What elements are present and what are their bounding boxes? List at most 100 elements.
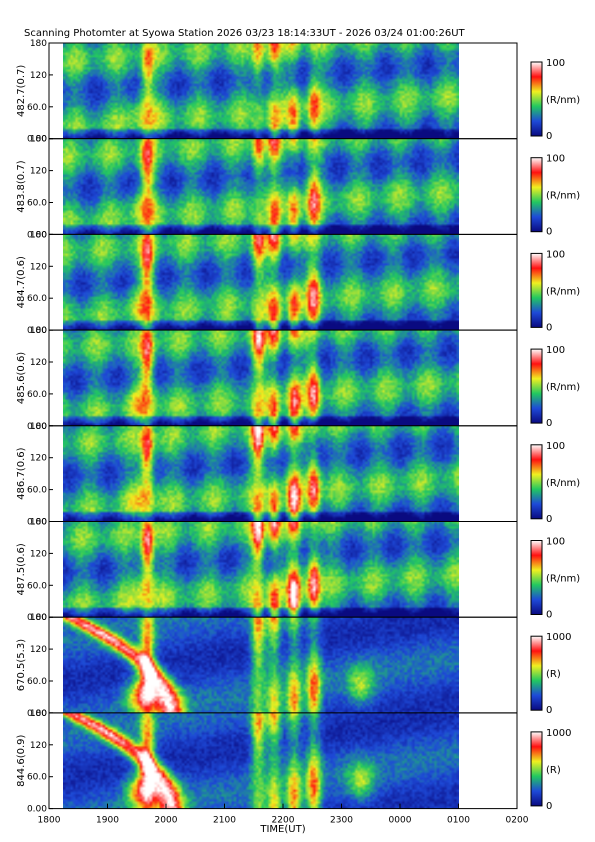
colorbar-max: 1000: [546, 728, 571, 739]
panel-ylabel: 484.7(0.6): [16, 256, 27, 308]
panel-6: 0.00 60.0 120 180 487.5(0.6) 100 (R/nm) 0: [16, 518, 580, 624]
y-tick-label: 180: [30, 422, 47, 432]
panel-ylabel: 485.6(0.6): [16, 352, 27, 404]
y-tick-label: 0.00: [27, 422, 47, 432]
colorbar-max: 100: [546, 441, 565, 452]
x-tick-label: 0000: [389, 816, 412, 826]
panel-5: 0.00 60.0 120 180 486.7(0.6) 100 (R/nm) 0: [16, 422, 580, 528]
x-tick-label: 2000: [155, 816, 178, 826]
panel-ylabel: 486.7(0.6): [16, 447, 27, 499]
colorbar-min: 0: [546, 610, 552, 621]
y-tick-label: 180: [30, 326, 47, 336]
y-tick-label: 0.00: [27, 326, 47, 336]
colorbar-unit: (R/nm): [546, 382, 580, 393]
colorbar-max: 100: [546, 345, 565, 356]
colorbar-unit: (R/nm): [546, 191, 580, 202]
colorbar-unit: (R): [546, 669, 561, 680]
y-tick-label: 60.0: [27, 294, 47, 304]
colorbar-min: 0: [546, 801, 552, 812]
time-axis: 1800 1900 2000 2100 2200 2300 0000 0100 0200: [38, 803, 529, 826]
panel-2: 0.00 60.0 120 180 483.8(0.7) 100 (R/nm) 0: [16, 135, 580, 241]
y-tick-label: 120: [30, 645, 47, 655]
colorbar: [530, 252, 543, 328]
y-tick-label: 60.0: [27, 773, 47, 783]
y-tick-label: 60.0: [27, 103, 47, 113]
colorbar-min: 0: [546, 705, 552, 716]
x-tick-label: 2300: [330, 816, 353, 826]
panel-7: 0.00 60.0 120 180 670.5(5.3) 1000 (R) 0: [16, 613, 571, 719]
panel-ylabel: 482.7(0.7): [16, 65, 27, 117]
y-tick-label: 0.00: [27, 230, 47, 240]
colorbar-max: 100: [546, 537, 565, 548]
y-tick-label: 60.0: [27, 581, 47, 591]
colorbar-unit: (R/nm): [546, 95, 580, 106]
colorbar-max: 100: [546, 154, 565, 165]
y-tick-label: 120: [30, 262, 47, 272]
y-tick-label: 120: [30, 549, 47, 559]
panel-1: 0.00 60.0 120 180 482.7(0.7) 100 (R/nm) 0: [16, 39, 580, 145]
colorbar-max: 1000: [546, 632, 571, 643]
panel-ylabel: 844.6(0.9): [16, 734, 27, 786]
colorbar: [530, 540, 543, 615]
x-axis-label: TIME(UT): [259, 824, 305, 835]
y-tick-label: 180: [30, 613, 47, 623]
colorbar: [530, 635, 543, 711]
y-tick-label: 60.0: [27, 390, 47, 400]
panel-heatmap: [63, 712, 459, 809]
y-tick-label: 180: [30, 518, 47, 528]
y-tick-label: 60.0: [27, 199, 47, 209]
colorbar: [530, 348, 543, 424]
x-tick-label: 2200: [272, 816, 295, 826]
panel-heatmap: [63, 234, 459, 331]
x-tick-label: 1800: [38, 816, 61, 826]
colorbar-unit: (R/nm): [546, 286, 580, 297]
figure-title: Scanning Photomter at Syowa Station 2026…: [24, 28, 466, 39]
colorbar-unit: (R/nm): [546, 574, 580, 585]
panel-frame: [48, 712, 518, 810]
y-tick-label: 180: [30, 39, 47, 49]
panel-ylabel: 670.5(5.3): [16, 639, 27, 691]
colorbar: [530, 444, 543, 520]
panel-3: 0.00 60.0 120 180 484.7(0.6) 100 (R/nm) 0: [16, 230, 580, 336]
colorbar-min: 0: [546, 131, 552, 142]
x-tick-label: 2100: [213, 816, 236, 826]
panel-heatmap: [63, 43, 459, 139]
y-tick-label: 120: [30, 71, 47, 81]
colorbar-unit: (R): [546, 765, 561, 776]
y-tick-label: 0.00: [27, 709, 47, 719]
y-tick-label: 120: [30, 358, 47, 368]
colorbar: [530, 731, 543, 807]
y-tick-label: 60.0: [27, 486, 47, 496]
panel-heatmap: [63, 330, 459, 426]
y-tick-label: 180: [30, 135, 47, 145]
panel-heatmap: [63, 425, 459, 522]
y-tick-label: 60.0: [27, 677, 47, 687]
colorbar-min: 0: [546, 227, 552, 238]
y-tick-label: 120: [30, 741, 47, 751]
y-tick-label: 0.00: [27, 805, 47, 815]
colorbar-min: 0: [546, 322, 552, 333]
colorbar-max: 100: [546, 249, 565, 260]
y-tick-label: 0.00: [27, 613, 47, 623]
y-tick-label: 180: [30, 230, 47, 240]
colorbar: [530, 157, 543, 233]
panel-heatmap: [63, 521, 459, 618]
colorbar-min: 0: [546, 514, 552, 525]
y-tick-label: 0.00: [27, 518, 47, 528]
panel-ylabel: 487.5(0.6): [16, 543, 27, 595]
panel-8: 0.00 60.0 120 180 844.6(0.9) 1000 (R) 0: [16, 709, 571, 815]
panel-ylabel: 483.8(0.7): [16, 160, 27, 212]
x-tick-label: 1900: [96, 816, 119, 826]
y-tick-label: 180: [30, 709, 47, 719]
panel-heatmap: [63, 138, 459, 235]
x-tick-label: 0100: [447, 816, 470, 826]
panel-stack: 0.00 60.0 120 180 482.7(0.7) 100 (R/nm) 0 0.00 60…: [16, 39, 580, 815]
y-tick-label: 120: [30, 454, 47, 464]
panel-heatmap: [63, 617, 459, 713]
y-tick-label: 0.00: [27, 135, 47, 145]
y-tick-label: 120: [30, 167, 47, 177]
colorbar-min: 0: [546, 418, 552, 429]
colorbar-unit: (R/nm): [546, 478, 580, 489]
panel-4: 0.00 60.0 120 180 485.6(0.6) 100 (R/nm) 0: [16, 326, 580, 432]
